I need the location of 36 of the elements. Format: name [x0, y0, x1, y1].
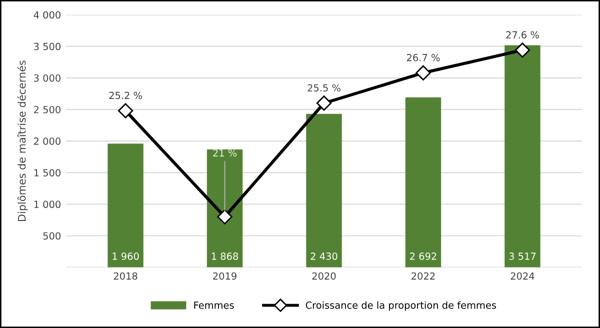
- y-tick-label: 3 500: [34, 42, 60, 50]
- x-tick-label: 2020: [312, 272, 336, 280]
- data-label: 2 430: [310, 252, 338, 260]
- point: [514, 42, 530, 58]
- bar: [306, 114, 342, 268]
- y-tick-label: 1 000: [34, 200, 60, 208]
- bar: [405, 97, 442, 268]
- data-label: 26.7 %: [406, 54, 440, 62]
- bar: [504, 45, 540, 268]
- x-tick-label: 2022: [412, 272, 435, 280]
- y-tick-label: 2 500: [34, 106, 60, 114]
- legend-label: Croissance de la proportion de femmes: [306, 301, 496, 311]
- data-label: 27.6 %: [506, 31, 539, 39]
- x-tick-label: 2019: [213, 272, 236, 280]
- y-tick-label: 3 000: [34, 74, 60, 82]
- point: [416, 65, 431, 80]
- bar: [206, 149, 243, 268]
- y-tick-label: 4 000: [34, 11, 60, 19]
- y-tick-label: 1 500: [34, 169, 60, 176]
- y-tick-label: 2 000: [34, 138, 60, 145]
- x-tick-label: 2018: [114, 272, 138, 280]
- data-label: 25.5 %: [308, 84, 340, 92]
- y-axis-title: Diplômes de maîtrise décernés: [17, 60, 28, 221]
- data-label: 1 960: [112, 252, 139, 260]
- point: [316, 96, 332, 111]
- legend-label: Femmes: [194, 302, 234, 309]
- point: [217, 209, 232, 224]
- y-tick-label: 500: [43, 232, 60, 240]
- x-tick-label: 2024: [510, 272, 534, 280]
- data-label: 21 %: [213, 149, 237, 157]
- data-label: 1 868: [212, 252, 238, 260]
- bar: [108, 144, 144, 268]
- data-label: 3 517: [509, 252, 536, 260]
- data-label: 25.2 %: [109, 92, 142, 100]
- data-label: 2 692: [410, 252, 436, 260]
- point: [118, 103, 134, 118]
